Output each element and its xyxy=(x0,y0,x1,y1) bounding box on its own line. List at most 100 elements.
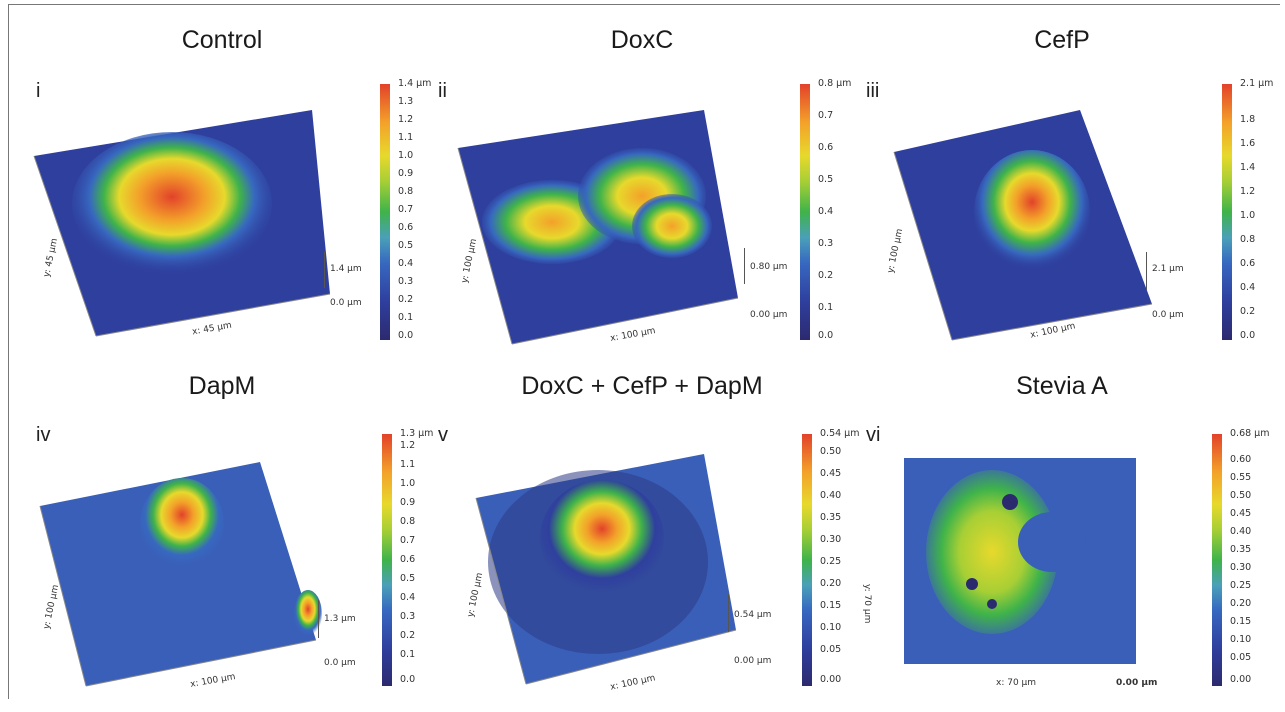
panel-title: CefP xyxy=(1034,26,1090,54)
tick-label: 0.2 xyxy=(818,270,834,281)
z-scale-top: 2.1 µm xyxy=(1152,264,1184,274)
tick-label: 0.4 xyxy=(400,592,416,603)
panel-label: iii xyxy=(866,80,880,102)
tick-label: 0.30 xyxy=(1230,562,1252,573)
panel-title: Control xyxy=(181,26,263,54)
panel-combination: DoxC + CefP + DapM v x: 100 µm y: 100 µm… xyxy=(432,372,859,712)
tick-label: 0.6 xyxy=(818,142,834,153)
z-scale-bottom: 0.00 µm xyxy=(1116,678,1158,688)
tick-label: 1.8 xyxy=(1240,114,1256,125)
tick-label: 0.8 xyxy=(1240,234,1256,245)
tick-label: 0.55 xyxy=(1230,472,1252,483)
tick-label: 1.0 xyxy=(400,478,416,489)
tick-label: 0.05 xyxy=(820,644,842,655)
z-scale-line xyxy=(324,252,325,288)
y-axis-label: y: 70 µm xyxy=(862,584,872,624)
tick-label: 0.3 xyxy=(400,611,416,622)
tick-label: 0.8 xyxy=(400,516,416,527)
z-scale-bottom: 0.00 µm xyxy=(734,656,772,666)
panel-title: DapM xyxy=(188,372,256,400)
tick-label: 1.6 xyxy=(1240,138,1256,149)
tick-label: 0.00 xyxy=(1230,674,1252,685)
tick-label: 1.2 xyxy=(398,114,414,125)
tick-label: 0.10 xyxy=(820,622,842,633)
tick-label: 0.1 xyxy=(398,312,414,323)
tick-label: 0.40 xyxy=(1230,526,1252,537)
panel-title: DoxC + CefP + DapM xyxy=(521,372,763,400)
tick-label: 0.3 xyxy=(398,276,414,287)
panel-title: DoxC xyxy=(610,26,674,54)
panel-cefp: CefP iii x: 100 µm y: 100 µm 2.1 µm 0.0 … xyxy=(852,26,1273,366)
z-scale-bottom: 0.0 µm xyxy=(330,298,362,308)
tick-label: 0.54 µm xyxy=(820,428,860,439)
tick-label: 0.5 xyxy=(400,573,416,584)
tick-label: 1.0 xyxy=(398,150,414,161)
tick-label: 0.45 xyxy=(820,468,842,479)
panel-label: vi xyxy=(866,424,881,446)
panel-label: ii xyxy=(438,80,447,102)
tick-label: 0.1 xyxy=(818,302,834,313)
tick-label: 0.15 xyxy=(1230,616,1252,627)
tick-label: 0.3 xyxy=(818,238,834,249)
surface-map xyxy=(39,462,322,687)
surface-map xyxy=(33,110,331,337)
z-scale-top: 0.80 µm xyxy=(750,262,788,272)
panel-stevia-a: Stevia A vi x: 70 µm y: 70 µm 0.00 µm 0.… xyxy=(852,372,1272,712)
tick-label: 0.4 xyxy=(398,258,414,269)
surface-map xyxy=(904,458,1136,664)
z-scale-line xyxy=(744,248,745,284)
z-scale-bottom: 0.0 µm xyxy=(1152,310,1184,320)
z-scale-bottom: 0.00 µm xyxy=(750,310,788,320)
color-scale-bar: 1.4 µm 1.3 1.2 1.1 1.0 0.9 0.8 0.7 0.6 0… xyxy=(380,78,431,341)
color-scale-bar: 0.8 µm 0.7 0.6 0.5 0.4 0.3 0.2 0.1 0.0 xyxy=(800,78,851,341)
tick-label: 0.35 xyxy=(1230,544,1252,555)
tick-label: 0.4 xyxy=(818,206,834,217)
color-scale-bar: 0.68 µm 0.60 0.55 0.50 0.45 0.40 0.35 0.… xyxy=(1212,428,1269,686)
color-scale-bar: 0.54 µm 0.50 0.45 0.40 0.35 0.30 0.25 0.… xyxy=(802,428,859,686)
tick-label: 0.50 xyxy=(1230,490,1252,501)
tick-label: 0.20 xyxy=(1230,598,1252,609)
tick-label: 0.25 xyxy=(820,556,842,567)
tick-label: 0.15 xyxy=(820,600,842,611)
panel-control: Control i x: 45 µm y: 45 µm 1.4 µm 0.0 µ… xyxy=(12,26,432,366)
tick-label: 0.2 xyxy=(400,630,416,641)
tick-label: 1.2 xyxy=(400,440,416,451)
tick-label: 1.3 µm xyxy=(400,428,434,439)
tick-label: 0.0 xyxy=(400,674,416,685)
tick-label: 1.4 µm xyxy=(398,78,432,89)
tick-label: 0.8 µm xyxy=(818,78,852,89)
tick-label: 0.4 xyxy=(1240,282,1256,293)
tick-label: 0.6 xyxy=(400,554,416,565)
tick-label: 0.0 xyxy=(1240,330,1256,341)
z-scale-line xyxy=(318,600,319,638)
tick-label: 0.0 xyxy=(398,330,414,341)
tick-label: 0.30 xyxy=(820,534,842,545)
z-scale-top: 0.54 µm xyxy=(734,610,772,620)
tick-label: 0.40 xyxy=(820,490,842,501)
tick-label: 0.0 xyxy=(818,330,834,341)
tick-label: 0.68 µm xyxy=(1230,428,1270,439)
z-scale-bottom: 0.0 µm xyxy=(324,658,356,668)
figure-frame xyxy=(8,4,1280,699)
tick-label: 0.5 xyxy=(818,174,834,185)
panel-title: Stevia A xyxy=(1016,372,1108,400)
tick-label: 0.00 xyxy=(820,674,842,685)
tick-label: 0.9 xyxy=(398,168,414,179)
tick-label: 0.05 xyxy=(1230,652,1252,663)
tick-label: 0.6 xyxy=(1240,258,1256,269)
panel-label: i xyxy=(36,80,41,102)
surface-map xyxy=(475,454,737,685)
z-scale-top: 1.3 µm xyxy=(324,614,356,624)
panel-label: v xyxy=(438,424,448,446)
z-scale-top: 1.4 µm xyxy=(330,264,362,274)
panel-doxc: DoxC ii x: 100 µm y: 100 µm 0.80 µm 0.00… xyxy=(432,26,852,366)
tick-label: 0.8 xyxy=(398,186,414,197)
tick-label: 0.7 xyxy=(818,110,834,121)
tick-label: 1.0 xyxy=(1240,210,1256,221)
surface-map xyxy=(457,110,739,345)
tick-label: 0.2 xyxy=(1240,306,1256,317)
tick-label: 0.5 xyxy=(398,240,414,251)
tick-label: 0.1 xyxy=(400,649,416,660)
tick-label: 1.3 xyxy=(398,96,414,107)
tick-label: 1.4 xyxy=(1240,162,1256,173)
